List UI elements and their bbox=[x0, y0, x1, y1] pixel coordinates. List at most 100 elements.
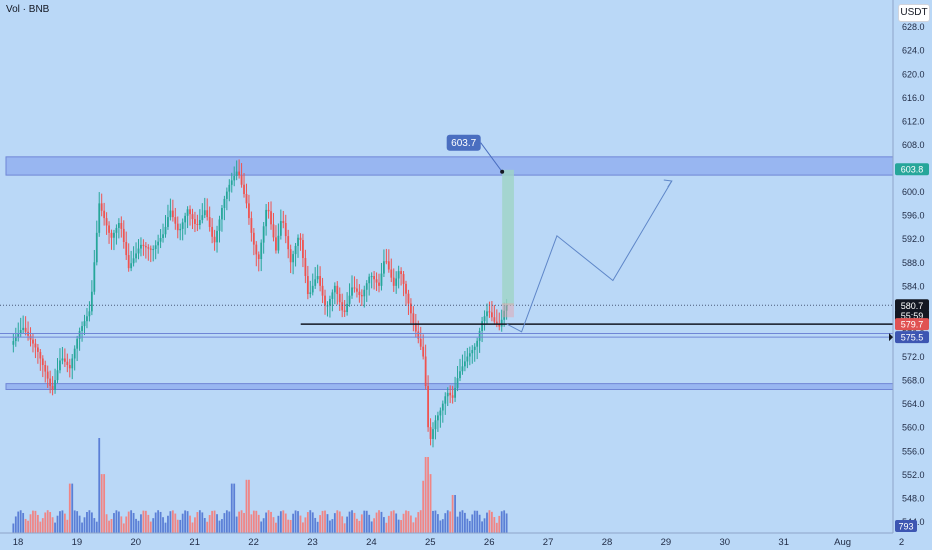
volume-bar bbox=[218, 520, 221, 533]
candle-body bbox=[51, 385, 54, 390]
volume-bar bbox=[184, 510, 187, 533]
target-box bbox=[502, 169, 514, 306]
volume-bar bbox=[346, 516, 349, 533]
candle-body bbox=[483, 316, 486, 322]
volume-bar bbox=[478, 514, 481, 533]
price-tag-label: 580.7 bbox=[901, 301, 924, 311]
candle-body bbox=[245, 194, 248, 204]
volume-bar bbox=[319, 515, 322, 533]
candle-body bbox=[78, 330, 81, 339]
volume-bar bbox=[304, 517, 307, 533]
candle-body bbox=[279, 221, 282, 236]
candle-body bbox=[167, 217, 169, 227]
volume-bar bbox=[267, 510, 270, 533]
price-tag-bg bbox=[895, 163, 929, 176]
volume-bar bbox=[476, 510, 479, 533]
volume-bar bbox=[135, 518, 137, 533]
volume-bar bbox=[176, 519, 179, 533]
candle-body bbox=[203, 210, 206, 216]
candle-body bbox=[476, 340, 479, 347]
volume-bar bbox=[451, 495, 454, 533]
candle-body bbox=[432, 429, 434, 439]
price-tick-label: 564.0 bbox=[902, 399, 925, 409]
volume-bar bbox=[358, 520, 361, 533]
candle-body bbox=[270, 211, 272, 225]
volume-bar bbox=[331, 519, 334, 533]
candle-body bbox=[272, 224, 275, 238]
candle-body bbox=[407, 293, 410, 304]
volume-bar bbox=[407, 511, 410, 533]
candle-body bbox=[149, 248, 152, 250]
volume-bar bbox=[422, 480, 425, 533]
candle-body bbox=[500, 319, 503, 327]
volume-bar bbox=[410, 515, 412, 533]
volume-bar bbox=[468, 520, 471, 533]
volume-bar bbox=[351, 510, 353, 533]
candle-body bbox=[424, 356, 427, 386]
price-axis[interactable]: 544.0548.0552.0556.0560.0564.0568.0572.0… bbox=[892, 0, 932, 550]
candle-body bbox=[304, 258, 307, 277]
volume-tag-label: 793 bbox=[898, 522, 913, 532]
candle-body bbox=[488, 311, 491, 313]
volume-bar bbox=[186, 511, 189, 533]
volume-bar bbox=[179, 519, 182, 533]
volume-bar bbox=[68, 483, 71, 533]
candle-body bbox=[39, 351, 42, 359]
volume-bar bbox=[343, 523, 346, 533]
volume-bar bbox=[255, 510, 258, 533]
volume-bar bbox=[363, 510, 366, 533]
candle-body bbox=[105, 218, 108, 226]
volume-bar bbox=[321, 510, 324, 533]
price-tick-label: 628.0 bbox=[902, 22, 925, 32]
volume-bar bbox=[24, 518, 27, 533]
candle-body bbox=[12, 341, 15, 345]
volume-bar bbox=[51, 517, 54, 533]
candle-body bbox=[103, 210, 106, 219]
volume-bar bbox=[66, 519, 69, 533]
volume-bar bbox=[432, 510, 434, 533]
candle-body bbox=[375, 279, 378, 283]
candle-body bbox=[186, 209, 189, 216]
price-tag-label: 575.5 bbox=[901, 333, 924, 343]
volume-bar bbox=[181, 513, 184, 533]
volume-bar bbox=[127, 511, 130, 533]
volume-bar bbox=[39, 521, 42, 533]
volume-bar bbox=[405, 510, 407, 533]
candle-body bbox=[125, 241, 128, 256]
candle-body bbox=[130, 263, 133, 269]
candle-body bbox=[137, 248, 140, 254]
volume-bar bbox=[277, 515, 280, 533]
volume-bar bbox=[400, 520, 402, 533]
time-axis[interactable]: 18 19 20 21 22 23 24 25 26 27 28 29 30 31 Aug 2 bbox=[0, 532, 904, 548]
candle-body bbox=[343, 310, 346, 313]
candle-body bbox=[498, 324, 501, 327]
volume-bar bbox=[437, 514, 439, 533]
candle-body bbox=[434, 420, 437, 430]
candle-body bbox=[260, 242, 263, 260]
candle-body bbox=[451, 395, 454, 398]
candle-body bbox=[117, 223, 120, 228]
volume-bar bbox=[191, 522, 194, 533]
candle-body bbox=[108, 225, 110, 233]
currency-button[interactable]: USDT bbox=[898, 4, 930, 22]
volume-bar bbox=[356, 518, 358, 533]
candle-body bbox=[503, 310, 506, 320]
candle-body bbox=[34, 343, 37, 348]
volume-bar bbox=[414, 517, 417, 533]
candle-body bbox=[365, 283, 368, 290]
candle-body bbox=[454, 387, 456, 398]
volume-bar bbox=[142, 510, 145, 533]
candle-body bbox=[93, 262, 96, 292]
candle-body bbox=[336, 285, 339, 295]
candle-body bbox=[235, 171, 238, 176]
volume-bar bbox=[159, 511, 162, 533]
candle-body bbox=[32, 339, 34, 344]
candle-body bbox=[17, 333, 20, 338]
candle-body bbox=[392, 277, 395, 286]
volume-bar bbox=[113, 513, 115, 533]
time-tick-label: 18 bbox=[13, 537, 24, 548]
callout-dot bbox=[500, 169, 505, 174]
zone-0 bbox=[5, 156, 894, 176]
price-tag-label: 603.8 bbox=[901, 165, 924, 175]
